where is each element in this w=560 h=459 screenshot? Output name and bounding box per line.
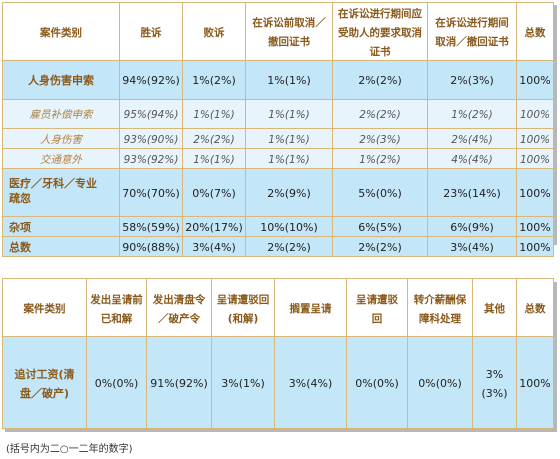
cell-value: 2%(3%) <box>359 133 401 146</box>
cell-value: 3%(3%) <box>481 367 508 400</box>
col-header-category: 案件类别 <box>40 26 82 39</box>
col-header-dismissed-settled: 呈请遭驳回(和解) <box>216 293 270 325</box>
cell-value: 6%(5%) <box>358 220 402 234</box>
col-header-dismissed: 呈请遭驳回 <box>356 293 398 325</box>
row-label: 雇员补偿申索 <box>29 109 93 122</box>
row-label: 杂项 <box>9 220 31 234</box>
table-row: 杂项 58%(59%) 20%(17%) 10%(10%) 6%(5%) 6%(… <box>2 215 554 237</box>
cell-value: 90%(88%) <box>122 240 180 254</box>
cell-value: 1%(1%) <box>268 109 310 122</box>
cell-value: 1%(2%) <box>192 74 236 88</box>
row-label: 医疗／牙科／专业疏忽 <box>9 177 97 206</box>
cell-value: 100% <box>519 109 551 122</box>
col-header-category: 案件类别 <box>23 303 66 316</box>
cell-value: 93%(90%) <box>123 133 179 146</box>
cell-value: 2%(2%) <box>359 109 401 122</box>
cell-value: 6%(9%) <box>450 220 494 234</box>
cell-value: 2%(2%) <box>358 74 402 88</box>
row-label: 人身伤害 <box>40 133 82 146</box>
col-header-winding-up-order: 发出清盘令／破产令 <box>152 293 206 325</box>
cell-value: 100% <box>519 186 551 200</box>
table-row: 雇员补偿申索 95%(94%) 1%(1%) 1%(1%) 2%(2%) 1%(… <box>2 98 554 129</box>
cell-value: 0%(0%) <box>94 377 139 391</box>
table1-header-row: 案件类别 胜诉 败诉 在诉讼前取消／撤回证书 在诉讼进行期间应受助人的要求取消证… <box>2 2 554 61</box>
col-header-withdrawn-during: 在诉讼进行期间取消／撤回证书 <box>435 17 509 49</box>
row-label: 交通意外 <box>40 153 82 166</box>
table2-header-row: 案件类别 发出呈请前已和解 发出清盘令／破产令 呈请遭驳回(和解) 搁置呈请 呈… <box>2 278 554 337</box>
cell-value: 100% <box>519 220 551 234</box>
col-header-referred: 转介薪酬保障科处理 <box>413 293 467 325</box>
cell-value: 0%(0%) <box>355 377 399 391</box>
col-header-lost: 败诉 <box>203 26 225 39</box>
cell-value: 94%(92%) <box>122 74 180 88</box>
cell-value: 100% <box>519 153 551 166</box>
cell-value: 91%(92%) <box>150 377 208 391</box>
col-header-others: 其他 <box>484 303 505 316</box>
cell-value: 100% <box>519 240 551 254</box>
table-row: 人身伤害 93%(90%) 2%(2%) 1%(1%) 2%(3%) 2%(4%… <box>2 127 554 149</box>
cell-value: 1%(1%) <box>267 74 311 88</box>
col-header-won: 胜诉 <box>140 26 162 39</box>
table-row: 医疗／牙科／专业疏忽 70%(70%) 0%(7%) 2%(9%) 5%(0%)… <box>2 167 554 217</box>
cell-value: 1%(2%) <box>359 153 401 166</box>
cell-value: 3%(1%) <box>221 377 265 391</box>
cell-value: 1%(2%) <box>451 109 493 122</box>
cell-value: 100% <box>519 377 551 391</box>
cell-value: 70%(70%) <box>122 186 180 200</box>
col-header-settled-before: 发出呈请前已和解 <box>90 293 143 325</box>
table-row: 人身伤害申索 94%(92%) 1%(2%) 1%(1%) 2%(2%) 2%(… <box>2 59 554 100</box>
cell-value: 95%(94%) <box>123 109 179 122</box>
cell-value: 100% <box>519 74 551 88</box>
cell-value: 23%(14%) <box>443 186 501 200</box>
cell-value: 2%(2%) <box>267 240 311 254</box>
footnote: (括号内为二○一二年的数字) <box>6 444 133 455</box>
cell-value: 1%(1%) <box>268 153 310 166</box>
row-label: 人身伤害申索 <box>28 74 94 88</box>
cell-value: 3%(4%) <box>192 240 236 254</box>
cell-value: 20%(17%) <box>185 220 243 234</box>
cell-value: 0%(0%) <box>418 377 462 391</box>
cell-value: 4%(4%) <box>451 153 493 166</box>
col-header-withdrawn-before: 在诉讼前取消／撤回证书 <box>252 17 326 49</box>
cell-value: 93%(92%) <box>123 153 179 166</box>
cell-value: 58%(59%) <box>122 220 180 234</box>
row-label: 总数 <box>9 240 31 254</box>
cell-value: 2%(9%) <box>267 186 311 200</box>
cell-value: 2%(3%) <box>450 74 494 88</box>
cell-value: 1%(1%) <box>193 109 235 122</box>
cell-value: 5%(0%) <box>358 186 402 200</box>
table-row: 追讨工资(清盘／破产) 0%(0%) 91%(92%) 3%(1%) 3%(4%… <box>2 336 554 429</box>
outcome-table-wages: 案件类别 发出呈请前已和解 发出清盘令／破产令 呈请遭驳回(和解) 搁置呈请 呈… <box>2 278 554 429</box>
table-row-total: 总数 90%(88%) 3%(4%) 2%(2%) 2%(2%) 3%(4%) … <box>2 235 554 257</box>
cell-value: 2%(2%) <box>193 133 235 146</box>
col-header-stayed: 搁置呈请 <box>289 303 332 316</box>
cell-value: 2%(2%) <box>358 240 402 254</box>
cell-value: 1%(1%) <box>268 133 310 146</box>
cell-value: 2%(4%) <box>451 133 493 146</box>
cell-value: 3%(4%) <box>288 377 333 391</box>
col-header-total: 总数 <box>524 26 546 39</box>
outcome-table-civil: 案件类别 胜诉 败诉 在诉讼前取消／撤回证书 在诉讼进行期间应受助人的要求取消证… <box>2 2 554 257</box>
cell-value: 10%(10%) <box>260 220 318 234</box>
col-header-total: 总数 <box>524 303 546 316</box>
cell-value: 100% <box>519 133 551 146</box>
cell-value: 0%(7%) <box>192 186 236 200</box>
cell-value: 1%(1%) <box>193 153 235 166</box>
cell-value: 3%(4%) <box>450 240 494 254</box>
row-label: 追讨工资(清盘／破产) <box>14 367 75 400</box>
col-header-cancelled-request: 在诉讼进行期间应受助人的要求取消证书 <box>338 8 422 58</box>
table-row: 交通意外 93%(92%) 1%(1%) 1%(1%) 1%(2%) 4%(4%… <box>2 147 554 169</box>
